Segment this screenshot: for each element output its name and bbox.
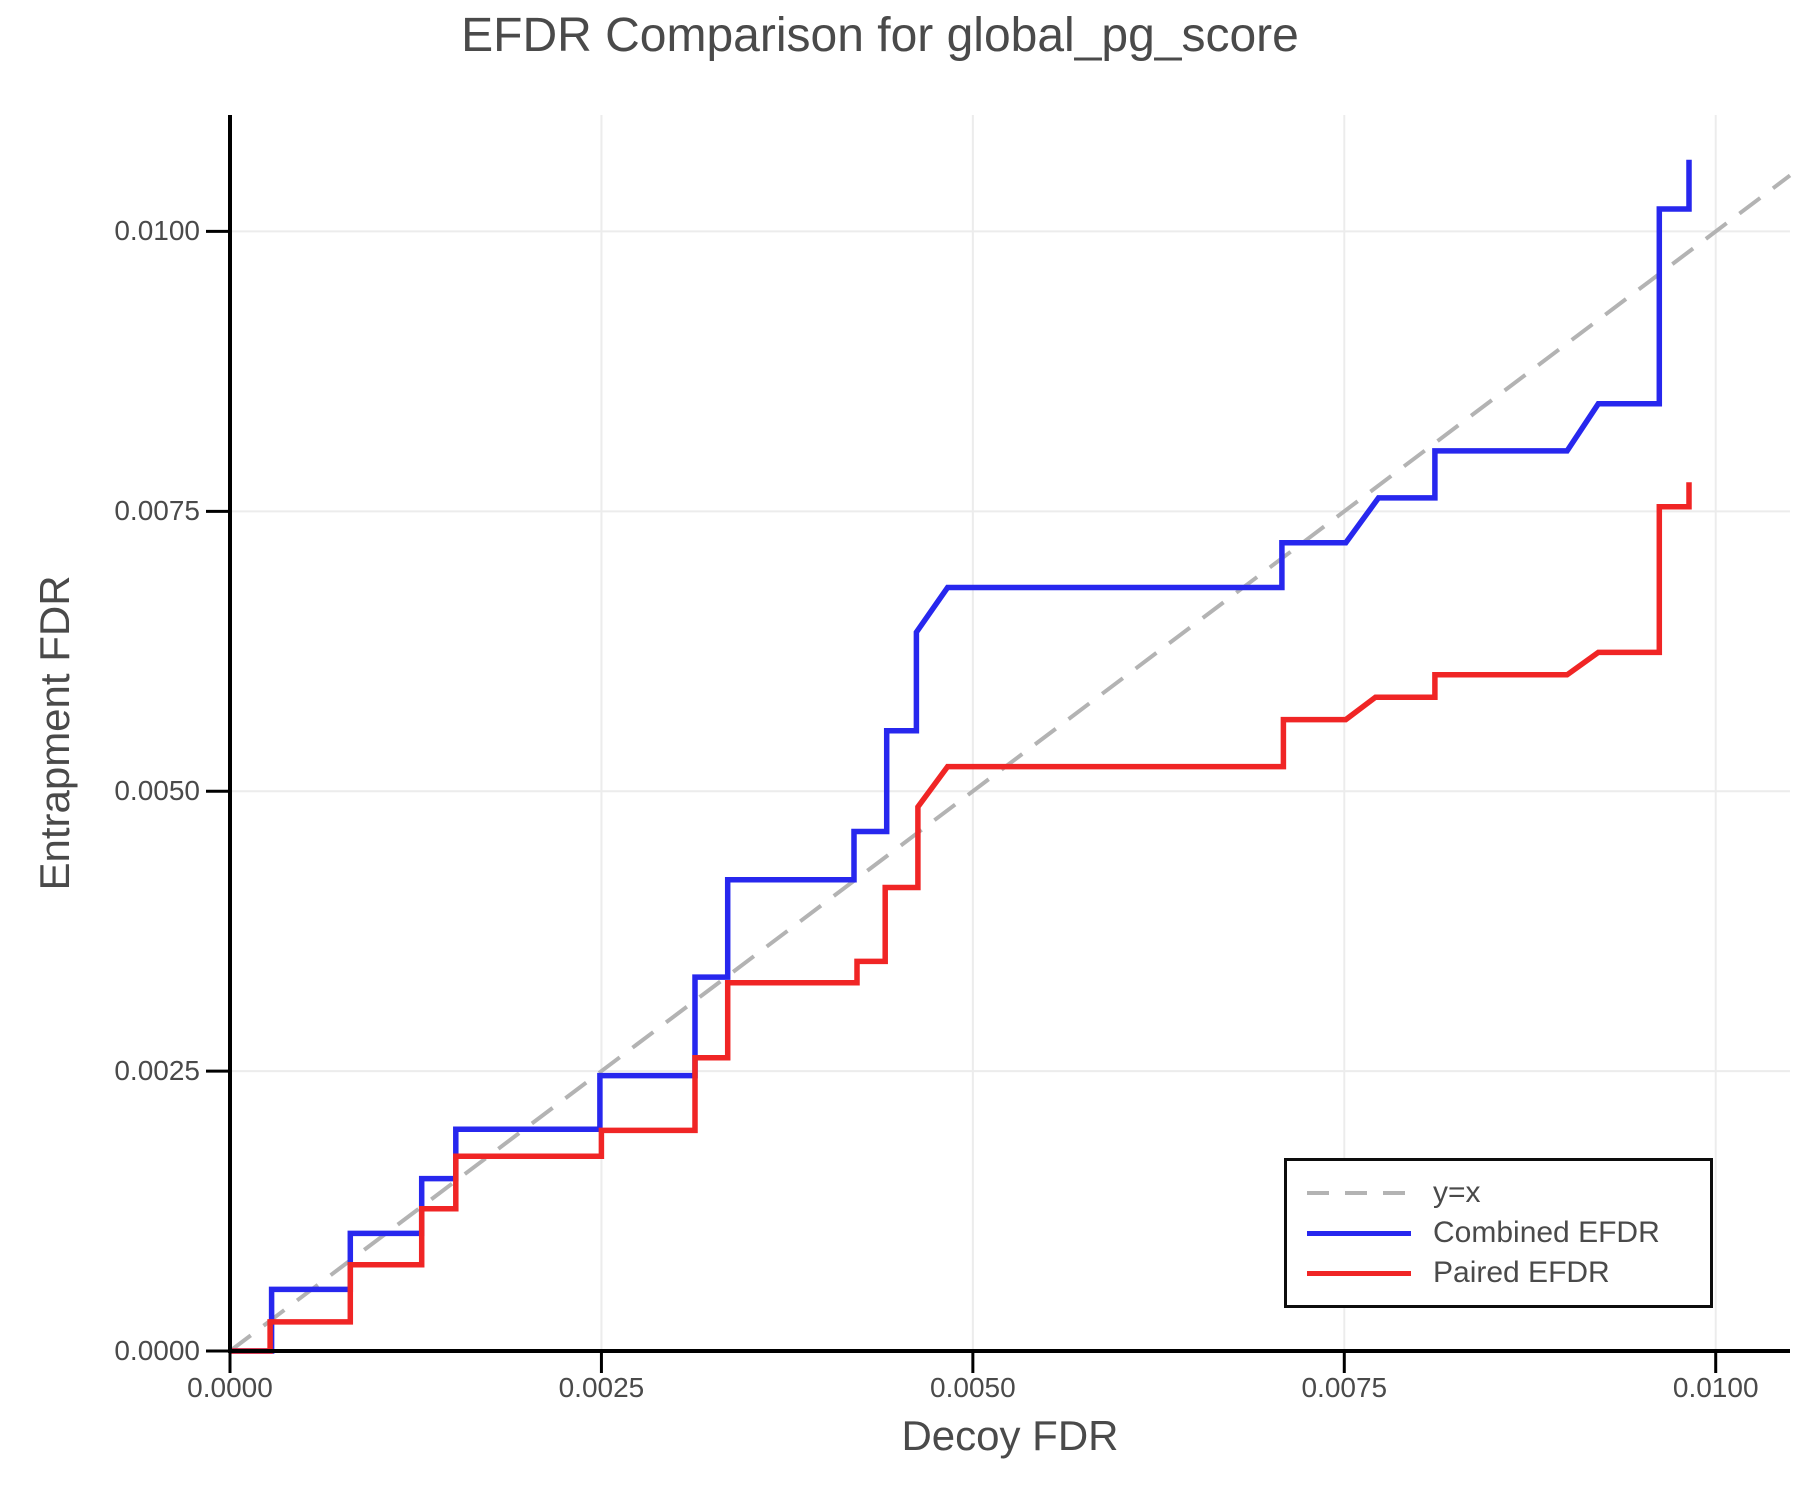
y-tick-label: 0.0050 [114, 775, 200, 807]
chart-title: EFDR Comparison for global_pg_score [461, 9, 1299, 62]
y-tick-label: 0.0000 [114, 1335, 200, 1366]
y-tick-label: 0.0100 [114, 215, 200, 247]
red-line-swatch [1307, 1270, 1411, 1276]
blue-line-swatch [1307, 1230, 1411, 1236]
dashed-line-swatch [1307, 1191, 1411, 1195]
legend-label: Combined EFDR [1433, 1216, 1660, 1249]
legend-label: Paired EFDR [1433, 1256, 1610, 1289]
combined-efdr-line [230, 159, 1692, 1354]
legend-label: y=x [1433, 1176, 1481, 1209]
legend-item-paired: Paired EFDR [1307, 1255, 1710, 1291]
x-tick-label: 0.0100 [1672, 1372, 1759, 1403]
legend: y=x Combined EFDR Paired EFDR [1284, 1158, 1713, 1308]
x-tick-label: 0.0075 [1301, 1372, 1388, 1403]
x-axis-label: Decoy FDR [901, 1412, 1119, 1459]
y-tick-label: 0.0075 [114, 495, 200, 527]
y-tick-label: 0.0025 [114, 1055, 200, 1087]
x-tick-label: 0.0000 [187, 1372, 273, 1403]
legend-item-combined: Combined EFDR [1307, 1215, 1710, 1251]
legend-item-identity: y=x [1307, 1175, 1710, 1211]
identity-line [228, 173, 1792, 1353]
y-axis-label: Entrapment FDR [31, 575, 78, 891]
x-tick-label: 0.0025 [558, 1372, 645, 1403]
x-tick-label: 0.0050 [930, 1372, 1016, 1403]
paired-efdr-line [230, 482, 1692, 1354]
